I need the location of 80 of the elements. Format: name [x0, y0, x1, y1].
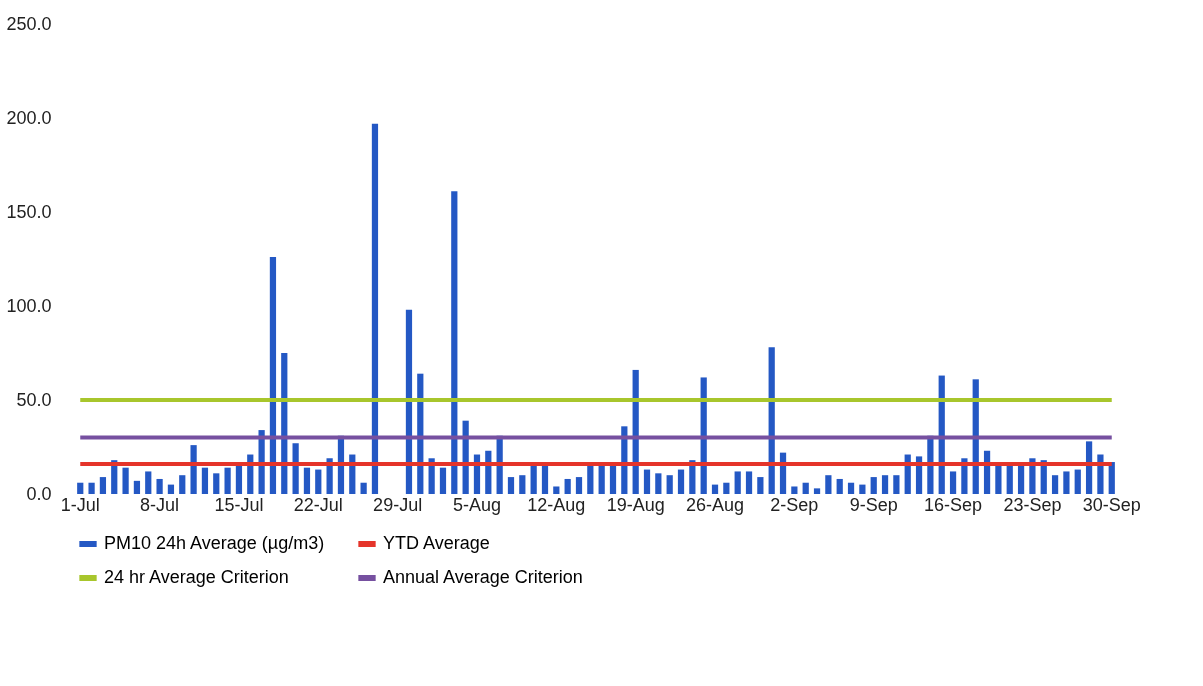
bar — [870, 477, 877, 494]
x-tick-label: 30-Sep — [1082, 494, 1141, 515]
x-tick-label: 16-Sep — [924, 494, 983, 515]
bar — [167, 484, 175, 494]
bar — [813, 488, 821, 494]
x-tick-label: 19-Aug — [606, 494, 665, 515]
bar — [791, 486, 798, 494]
bar — [859, 484, 866, 494]
bar — [360, 482, 367, 494]
bar — [666, 475, 673, 494]
x-tick-label: 15-Jul — [214, 494, 264, 515]
y-tick-label: 0.0 — [26, 483, 52, 504]
bar — [757, 477, 764, 494]
x-tick-label: 2-Sep — [770, 494, 819, 515]
bar — [745, 471, 753, 494]
bar — [677, 469, 685, 494]
bar — [949, 471, 957, 494]
x-tick-label: 29-Jul — [373, 494, 423, 515]
bar — [893, 475, 900, 494]
bar — [1006, 465, 1013, 494]
legend-label: Annual Average Criterion — [383, 567, 583, 587]
bar — [315, 469, 322, 494]
bar — [1074, 469, 1081, 494]
x-tick-label: 23-Sep — [1003, 494, 1062, 515]
x-tick-label: 26-Aug — [686, 494, 745, 515]
bar — [201, 467, 209, 494]
y-tick-label: 250.0 — [6, 13, 52, 34]
bar — [77, 482, 84, 494]
y-tick-label: 200.0 — [6, 107, 52, 128]
bar — [1063, 471, 1070, 494]
y-tick-label: 100.0 — [6, 295, 52, 316]
bar — [541, 465, 549, 494]
y-tick-label: 150.0 — [6, 201, 52, 222]
bar — [1097, 454, 1104, 494]
x-tick-label: 9-Sep — [849, 494, 898, 515]
bar — [179, 475, 186, 494]
bar — [99, 477, 107, 494]
bar — [655, 473, 662, 494]
bar — [371, 123, 379, 494]
bar — [507, 477, 515, 494]
bar — [847, 482, 855, 494]
bar — [1108, 462, 1115, 494]
x-tick-label: 8-Jul — [140, 494, 180, 515]
bar — [88, 482, 95, 494]
bar — [711, 484, 719, 494]
bar — [269, 257, 277, 494]
x-tick-label: 12-Aug — [527, 494, 586, 515]
bar — [553, 486, 560, 494]
bar — [564, 478, 571, 494]
bar — [303, 467, 311, 494]
bar — [530, 465, 537, 494]
legend-label: 24 hr Average Criterion — [104, 567, 289, 587]
bar — [156, 478, 163, 494]
bar — [133, 480, 141, 494]
bar — [723, 482, 730, 494]
bar — [122, 467, 129, 494]
bar — [1051, 475, 1059, 494]
bar — [734, 471, 741, 494]
bar — [575, 477, 583, 494]
x-tick-label: 1-Jul — [60, 494, 100, 515]
bar — [190, 445, 197, 494]
bar — [802, 482, 809, 494]
x-tick-label: 22-Jul — [293, 494, 343, 515]
legend-label: YTD Average — [383, 533, 490, 553]
bar — [519, 475, 526, 494]
bar — [1085, 441, 1093, 494]
bar — [213, 473, 220, 494]
bar — [825, 475, 832, 494]
bar — [439, 467, 447, 494]
bar — [643, 469, 651, 494]
x-tick-label: 5-Aug — [452, 494, 501, 515]
bar — [881, 475, 889, 494]
bar — [224, 467, 231, 494]
bar — [145, 471, 152, 494]
bar — [451, 191, 458, 494]
bar — [405, 309, 413, 494]
bar — [995, 465, 1002, 494]
bar — [836, 478, 843, 494]
y-tick-label: 50.0 — [16, 389, 52, 410]
legend-label: PM10 24h Average (µg/m3) — [104, 533, 325, 553]
